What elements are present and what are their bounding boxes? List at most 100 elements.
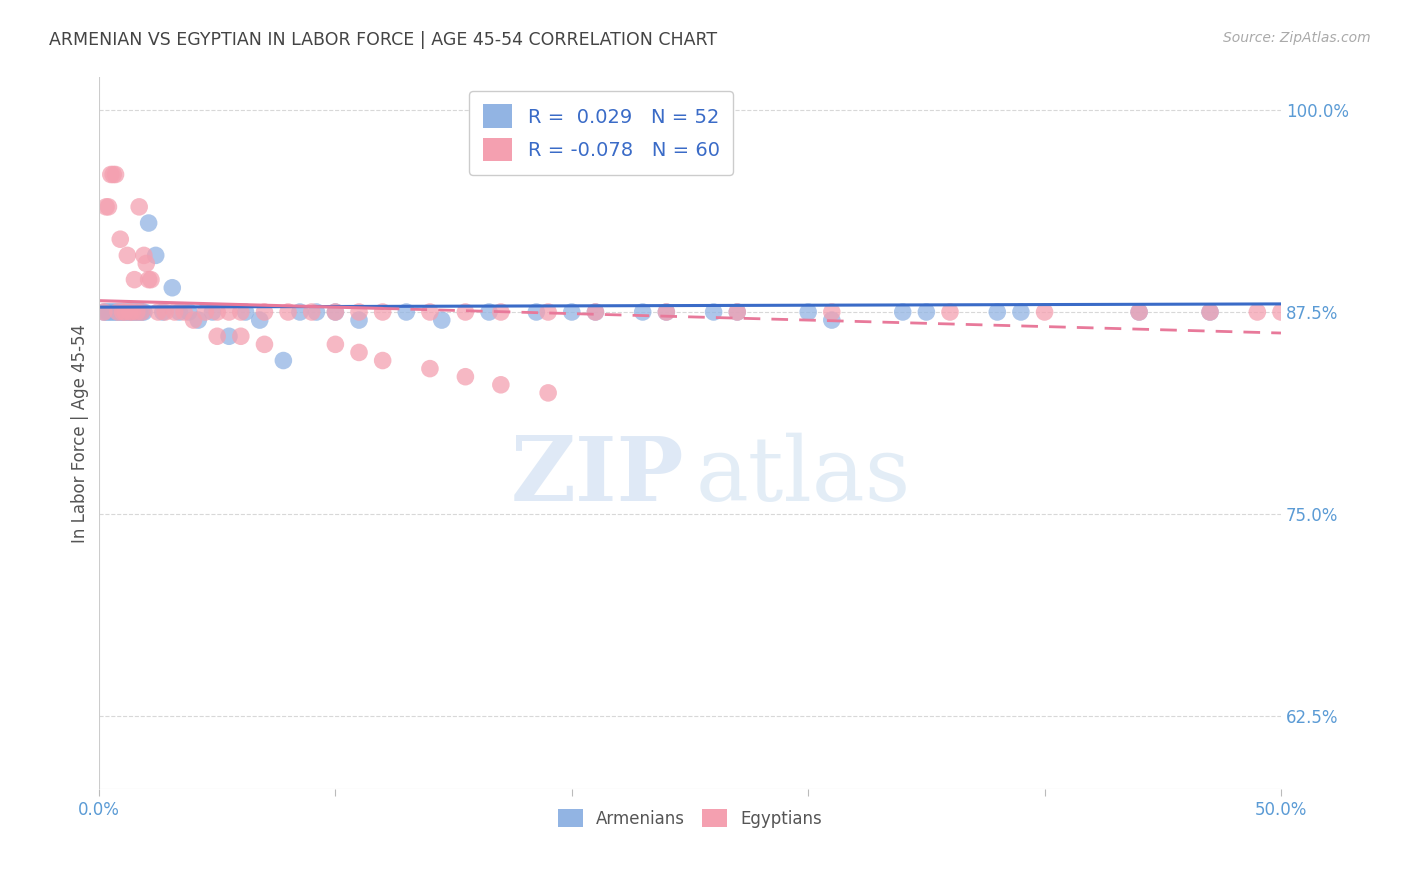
Point [371, 305, 394, 319]
Point [114, 305, 136, 319]
Point [288, 305, 311, 319]
Point [1128, 305, 1150, 319]
Point [194, 305, 217, 319]
Point [395, 305, 418, 319]
Point [121, 305, 143, 319]
Point [173, 305, 195, 319]
Point [371, 353, 394, 368]
Point [139, 273, 162, 287]
Point [93, 305, 115, 319]
Point [891, 305, 914, 319]
Point [703, 305, 725, 319]
Point [152, 305, 174, 319]
Point [430, 313, 453, 327]
Point [205, 329, 228, 343]
Point [107, 305, 129, 319]
Point [454, 369, 477, 384]
Point [117, 248, 139, 262]
Point [201, 305, 224, 319]
Point [132, 248, 155, 262]
Point [1270, 305, 1292, 319]
Point [347, 313, 370, 327]
Point [205, 305, 228, 319]
Point [101, 168, 124, 182]
Point [939, 305, 962, 319]
Point [146, 305, 169, 319]
Point [419, 305, 441, 319]
Point [97, 200, 120, 214]
Point [153, 305, 176, 319]
Point [655, 305, 678, 319]
Point [1199, 305, 1222, 319]
Point [132, 305, 155, 319]
Point [128, 305, 150, 319]
Point [118, 305, 141, 319]
Point [249, 313, 271, 327]
Point [100, 305, 122, 319]
Point [347, 305, 370, 319]
Point [305, 305, 328, 319]
Point [1010, 305, 1032, 319]
Point [253, 305, 276, 319]
Point [118, 305, 141, 319]
Point [325, 305, 347, 319]
Point [101, 305, 124, 319]
Point [325, 305, 347, 319]
Point [253, 337, 276, 351]
Point [821, 313, 844, 327]
Point [631, 305, 654, 319]
Point [97, 305, 120, 319]
Point [124, 273, 146, 287]
Point [163, 305, 186, 319]
Point [107, 305, 129, 319]
Point [169, 305, 191, 319]
Point [162, 281, 184, 295]
Point [537, 385, 560, 400]
Point [454, 305, 477, 319]
Point [128, 200, 150, 214]
Point [117, 305, 139, 319]
Point [561, 305, 583, 319]
Point [94, 200, 117, 214]
Point [1033, 305, 1056, 319]
Text: Source: ZipAtlas.com: Source: ZipAtlas.com [1223, 31, 1371, 45]
Point [125, 305, 148, 319]
Point [110, 232, 132, 246]
Point [325, 337, 347, 351]
Point [114, 305, 136, 319]
Point [111, 305, 134, 319]
Point [1246, 305, 1268, 319]
Point [177, 305, 200, 319]
Point [135, 256, 157, 270]
Point [94, 305, 117, 319]
Point [277, 305, 299, 319]
Text: atlas: atlas [696, 433, 911, 520]
Point [121, 305, 143, 319]
Point [111, 305, 134, 319]
Legend: Armenians, Egyptians: Armenians, Egyptians [551, 803, 828, 834]
Point [347, 345, 370, 359]
Point [419, 361, 441, 376]
Point [583, 305, 606, 319]
Point [524, 305, 547, 319]
Point [797, 305, 820, 319]
Point [1199, 305, 1222, 319]
Point [1128, 305, 1150, 319]
Point [218, 305, 240, 319]
Point [821, 305, 844, 319]
Point [478, 305, 501, 319]
Point [583, 305, 606, 319]
Text: ZIP: ZIP [510, 433, 685, 519]
Point [93, 305, 115, 319]
Point [183, 313, 205, 327]
Point [104, 305, 127, 319]
Point [229, 329, 252, 343]
Point [489, 305, 512, 319]
Point [915, 305, 938, 319]
Point [100, 168, 122, 182]
Point [725, 305, 748, 319]
Point [125, 305, 148, 319]
Text: ARMENIAN VS EGYPTIAN IN LABOR FORCE | AGE 45-54 CORRELATION CHART: ARMENIAN VS EGYPTIAN IN LABOR FORCE | AG… [49, 31, 717, 49]
Point [104, 168, 127, 182]
Point [110, 305, 132, 319]
